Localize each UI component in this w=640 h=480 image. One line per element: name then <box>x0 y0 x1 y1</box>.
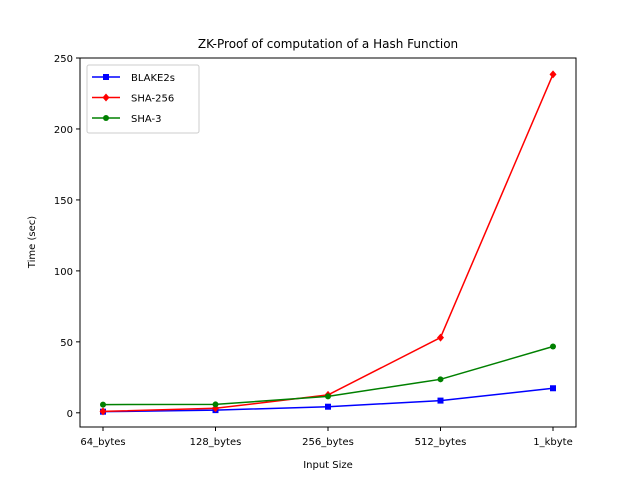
legend: BLAKE2s SHA-256 SHA-3 <box>86 64 200 134</box>
legend-label: SHA-256 <box>131 94 174 105</box>
x-tick-label: 64_bytes <box>80 437 125 448</box>
legend-label: SHA-3 <box>131 114 161 125</box>
data-point <box>99 407 107 416</box>
x-tick-label: 512_bytes <box>415 437 467 448</box>
legend-marker <box>102 93 110 102</box>
x-tick-label: 128_bytes <box>190 437 242 448</box>
x-tick-label: 256_bytes <box>302 437 354 448</box>
y-axis: 0 50 100 150 200 250 <box>54 54 80 420</box>
y-tick-label: 250 <box>54 54 73 65</box>
y-tick-label: 100 <box>54 267 73 278</box>
legend-box <box>86 64 200 134</box>
plot-markers <box>99 70 557 416</box>
legend-marker <box>103 115 109 121</box>
data-point <box>549 70 557 79</box>
y-tick-label: 150 <box>54 196 73 207</box>
y-tick-label: 200 <box>54 125 73 136</box>
x-axis-label: Input Size <box>303 460 353 471</box>
data-point <box>550 385 556 392</box>
y-axis-label: Time (sec) <box>27 216 38 269</box>
y-tick-label: 50 <box>60 338 73 349</box>
data-point <box>100 401 106 408</box>
data-point <box>550 343 556 350</box>
data-point <box>437 397 444 404</box>
legend-label: BLAKE2s <box>131 73 175 84</box>
chart-title: ZK-Proof of computation of a Hash Functi… <box>198 37 458 51</box>
x-tick-label: 1_kbyte <box>533 437 573 448</box>
data-point <box>437 376 444 383</box>
x-axis: 64_bytes 128_bytes 256_bytes 512_bytes 1_kby… <box>80 427 573 448</box>
legend-marker <box>103 74 109 80</box>
data-point <box>212 401 219 408</box>
data-point <box>437 333 444 342</box>
data-point <box>325 403 331 410</box>
y-tick-label: 0 <box>67 409 73 420</box>
data-point <box>325 393 331 400</box>
